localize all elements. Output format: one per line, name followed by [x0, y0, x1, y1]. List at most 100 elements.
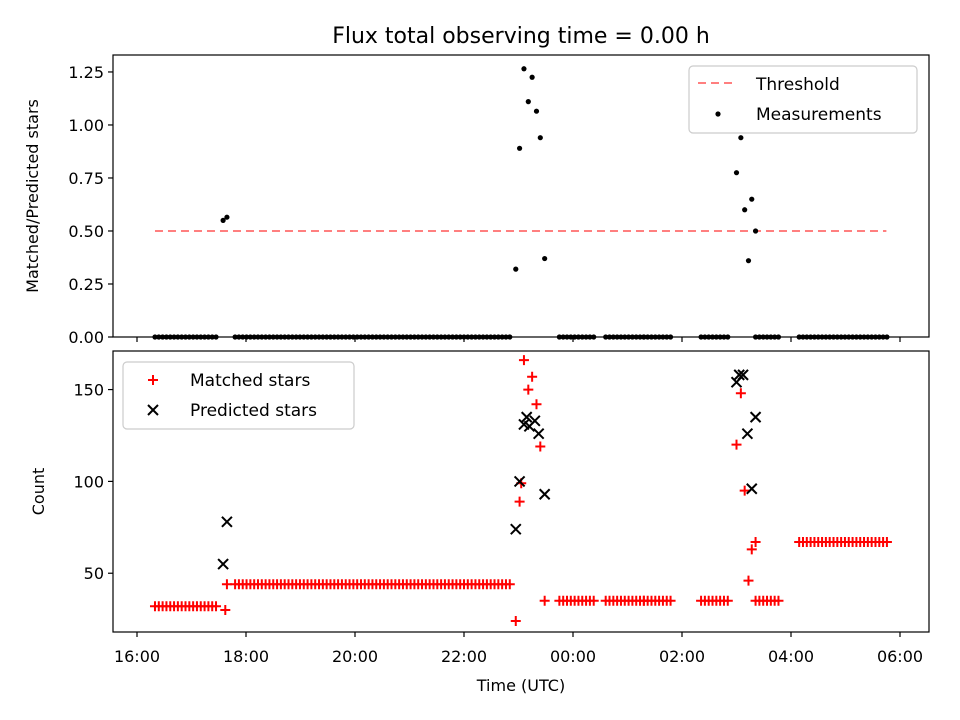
- matched-star-marker: [743, 575, 754, 586]
- matched-star-marker: [539, 595, 550, 606]
- measurement-point: [575, 334, 582, 340]
- matched-star-marker: [510, 615, 521, 626]
- measurement-point: [800, 334, 806, 340]
- measurement-point: [591, 334, 597, 340]
- measurement-point: [869, 334, 875, 340]
- measurement-point: [220, 217, 226, 223]
- legend-measurements-label: Measurements: [756, 105, 882, 125]
- matched-star-marker: [881, 537, 892, 548]
- measurement-point: [182, 334, 189, 340]
- matched-star-marker: [665, 595, 676, 606]
- measurement-point: [717, 334, 723, 340]
- measurement-point: [190, 334, 196, 340]
- measurement-point: [808, 334, 814, 340]
- measurement-point: [407, 334, 414, 340]
- measurement-point: [369, 334, 376, 340]
- measurement-point: [324, 334, 330, 340]
- measurement-point: [201, 334, 208, 340]
- measurement-point: [752, 334, 759, 340]
- measurement-point: [396, 334, 402, 340]
- measurement-point: [255, 334, 261, 340]
- measurement-point: [453, 334, 459, 340]
- predicted-star-marker: [538, 488, 551, 500]
- legend-threshold-label: Threshold: [755, 75, 840, 95]
- measurement-point: [438, 334, 444, 340]
- measurement-point: [446, 334, 452, 340]
- measurement-point: [815, 334, 821, 340]
- measurement-point: [664, 334, 670, 340]
- measurement-point: [243, 334, 250, 340]
- measurement-point: [209, 334, 215, 340]
- measurement-point: [625, 334, 632, 340]
- measurement-point: [610, 334, 616, 340]
- measurement-point: [503, 334, 509, 340]
- matched-star-marker: [504, 579, 515, 590]
- predicted-star-marker: [520, 411, 533, 423]
- measurement-point: [293, 334, 299, 340]
- measurement-point: [606, 334, 613, 340]
- measurement-point: [175, 334, 181, 340]
- predicted-star-marker: [746, 483, 758, 495]
- measurement-point: [849, 334, 856, 340]
- measurement-point: [529, 74, 535, 80]
- matched-star-marker: [535, 441, 546, 452]
- measurement-point: [738, 135, 744, 141]
- matched-star-marker: [531, 399, 542, 410]
- measurement-point: [167, 334, 173, 340]
- y-axis-label: Matched/Predicted stars: [23, 99, 42, 293]
- x-tick-label: 04:00: [768, 647, 814, 666]
- measurement-point: [152, 334, 158, 340]
- matched-star-marker: [739, 485, 750, 496]
- measurement-point: [525, 99, 531, 105]
- measurement-point: [278, 334, 284, 340]
- measurement-point: [392, 334, 398, 340]
- measurement-point: [823, 334, 829, 340]
- measurement-point: [618, 334, 624, 340]
- measurement-point: [804, 334, 810, 340]
- measurement-point: [721, 334, 727, 340]
- measurement-point: [373, 334, 379, 340]
- measurement-point: [343, 334, 349, 340]
- measurement-point: [259, 334, 265, 340]
- measurement-point: [603, 334, 609, 340]
- measurement-point: [472, 334, 479, 340]
- measurement-point: [583, 334, 589, 340]
- measurement-point: [179, 334, 185, 340]
- y-tick-label: 0.25: [68, 275, 104, 294]
- top-panel: 0.00 0.25 0.50 0.75 1.00 1.25 Matched/Predicte…: [23, 54, 930, 347]
- y-tick-label: 0.50: [68, 222, 104, 241]
- legend-box: [122, 361, 355, 430]
- measurement-point: [556, 334, 562, 340]
- x-tick-label: 06:00: [877, 647, 923, 666]
- x-tick-label: 18:00: [223, 647, 269, 666]
- x-axis-label: Time (UTC): [476, 676, 565, 695]
- matched-star-marker: [527, 371, 538, 382]
- measurement-point: [358, 334, 364, 340]
- measurement-point: [637, 334, 643, 340]
- measurement-point: [830, 334, 837, 340]
- measurement-point: [480, 334, 486, 340]
- measurement-point: [385, 334, 391, 340]
- measurement-point: [857, 334, 863, 340]
- predicted-star-marker: [741, 427, 754, 440]
- measurement-point: [415, 334, 421, 340]
- measurement-point: [656, 334, 662, 340]
- measurement-point: [725, 334, 731, 340]
- measurement-point: [713, 334, 719, 340]
- measurement-point: [236, 334, 242, 340]
- axes-frame: [112, 350, 930, 633]
- x-tick-label: 20:00: [332, 647, 378, 666]
- measurement-point: [163, 334, 170, 340]
- measurement-point: [760, 334, 766, 340]
- measurement-point: [434, 334, 440, 340]
- measurement-point: [411, 334, 418, 340]
- measurement-point: [198, 334, 204, 340]
- bottom-panel: 50 100 150 Count 16:00 18:00 20:00 22:00 00:00 02…: [29, 350, 930, 666]
- measurement-point: [263, 334, 269, 340]
- measurement-point: [564, 334, 570, 340]
- measurement-point: [442, 334, 448, 340]
- measurement-point: [842, 334, 848, 340]
- measurement-point: [641, 334, 647, 340]
- measurement-point: [335, 334, 341, 340]
- legend: Threshold Measurements: [688, 65, 918, 134]
